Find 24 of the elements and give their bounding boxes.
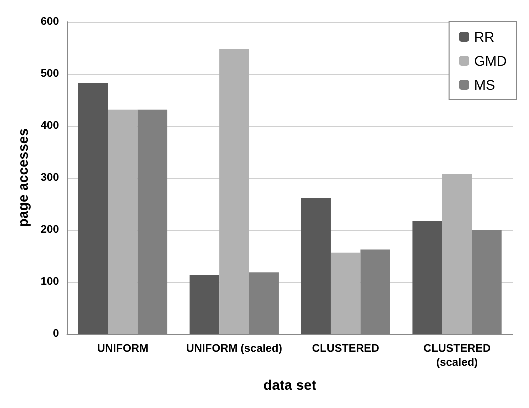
x-tick-label: UNIFORM xyxy=(97,343,149,355)
y-tick-label: 300 xyxy=(40,172,60,184)
bar xyxy=(108,110,138,334)
y-tick-label: 500 xyxy=(40,68,60,80)
legend-label: MS xyxy=(474,77,496,93)
y-tick-label: 100 xyxy=(40,276,60,288)
y-tick-label: 600 xyxy=(40,16,60,28)
y-axis-title: page accesses xyxy=(15,128,31,228)
x-tick-label: UNIFORM (scaled) xyxy=(186,343,283,355)
x-tick-label: CLUSTERED (scaled) xyxy=(424,343,491,369)
bar xyxy=(442,174,472,334)
bar xyxy=(220,49,250,334)
legend-label: RR xyxy=(474,29,495,45)
bar xyxy=(78,83,108,334)
y-tick-label: 200 xyxy=(40,224,60,236)
legend-label: GMD xyxy=(474,53,508,69)
bar xyxy=(190,275,220,334)
bar xyxy=(412,221,442,334)
y-tick-label: 400 xyxy=(40,120,60,132)
bar xyxy=(301,198,331,334)
x-axis-title: data set xyxy=(264,377,317,393)
bar xyxy=(330,252,361,334)
y-tick-label: 0 xyxy=(53,328,60,340)
x-tick-label: CLUSTERED xyxy=(312,343,380,355)
